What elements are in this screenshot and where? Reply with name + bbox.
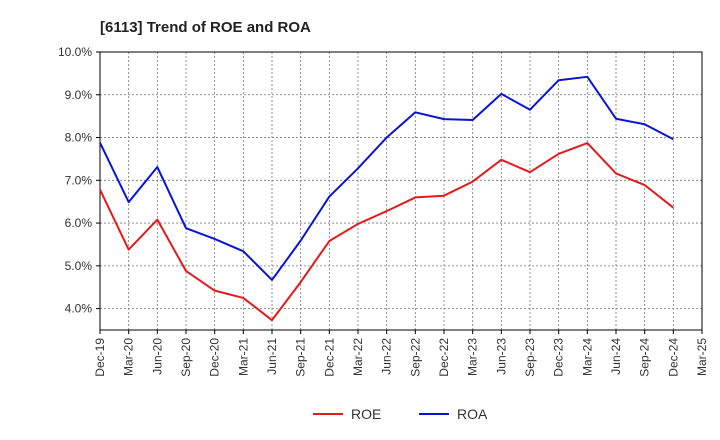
x-tick-label: Sep-20	[179, 338, 193, 377]
series-line-roa	[99, 75, 674, 281]
x-tick-label: Mar-22	[351, 338, 365, 376]
legend: ROE ROA	[313, 406, 488, 422]
x-tick-label: Mar-21	[236, 338, 250, 376]
y-tick-label: 10.0%	[58, 45, 92, 59]
y-tick-label: 6.0%	[65, 216, 93, 230]
x-tick-label: Jun-21	[265, 338, 279, 375]
x-tick-label: Mar-24	[580, 338, 594, 376]
grid	[100, 52, 702, 330]
x-tick-label: Dec-24	[666, 338, 680, 377]
series-lines	[99, 75, 674, 322]
x-tick-label: Mar-23	[466, 338, 480, 376]
x-axis-ticks: Dec-19 Mar-20 Jun-20 Sep-20 Dec-20 Mar-21 Jun-…	[93, 330, 709, 377]
x-tick-label: Jun-23	[494, 338, 508, 375]
x-tick-label: Dec-21	[322, 338, 336, 377]
x-tick-label: Dec-23	[552, 338, 566, 377]
y-tick-label: 4.0%	[65, 302, 93, 316]
plot-area	[99, 51, 703, 331]
chart-title: [6113] Trend of ROE and ROA	[100, 19, 311, 36]
y-tick-label: 9.0%	[65, 88, 93, 102]
y-tick-label: 8.0%	[65, 131, 93, 145]
x-tick-label: Sep-21	[294, 338, 308, 377]
y-tick-label: 5.0%	[65, 259, 93, 273]
x-tick-label: Dec-22	[437, 338, 451, 377]
x-tick-label: Dec-20	[208, 338, 222, 377]
legend-label-roa: ROA	[457, 406, 488, 422]
x-tick-label: Jun-20	[150, 338, 164, 375]
y-axis-ticks: 4.0% 5.0% 6.0% 7.0% 8.0% 9.0% 10.0%	[58, 45, 100, 316]
series-line-roe	[99, 142, 674, 322]
x-tick-label: Mar-20	[122, 338, 136, 376]
x-tick-label: Dec-19	[93, 338, 107, 377]
x-tick-label: Sep-23	[523, 338, 537, 377]
x-tick-label: Sep-22	[408, 338, 422, 377]
y-tick-label: 7.0%	[65, 173, 93, 187]
legend-label-roe: ROE	[351, 406, 381, 422]
x-tick-label: Jun-22	[380, 338, 394, 375]
x-tick-label: Mar-25	[695, 338, 709, 376]
x-tick-label: Jun-24	[609, 338, 623, 375]
x-tick-label: Sep-24	[638, 338, 652, 377]
